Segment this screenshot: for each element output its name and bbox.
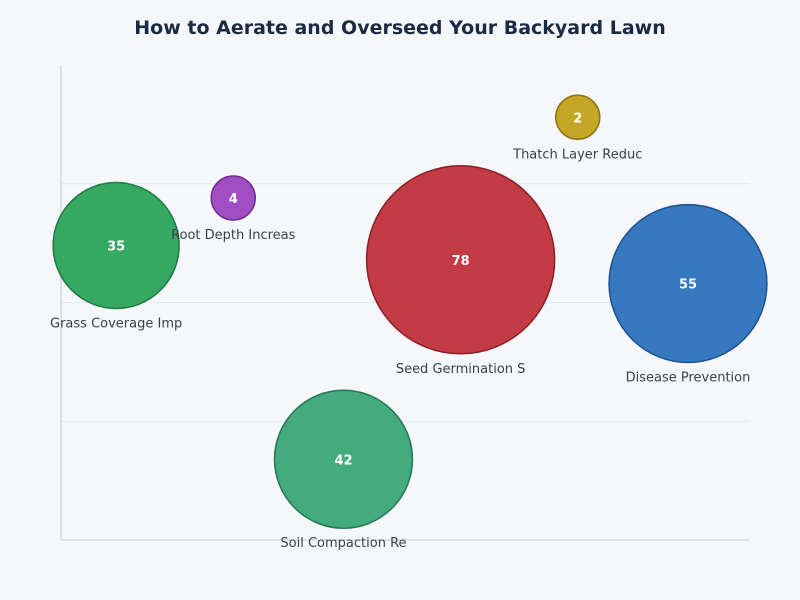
bubble-category-label: Disease Prevention — [626, 370, 751, 385]
bubble[interactable] — [365, 165, 556, 355]
bubble[interactable] — [555, 94, 601, 140]
bubble-category-label: Root Depth Increas — [171, 228, 296, 243]
bubble-value-label: 78 — [452, 254, 470, 269]
chart-title: How to Aerate and Overseed Your Backyard… — [134, 17, 665, 39]
bubble-category-label: Grass Coverage Imp — [50, 316, 182, 331]
bubbles: 35 Grass Coverage Imp 4 Root Depth Increas 2… — [50, 94, 768, 551]
bubble[interactable] — [608, 203, 768, 364]
bubble-value-label: 42 — [334, 453, 352, 468]
bubble-category-label: Seed Germination S — [396, 362, 526, 377]
bubble-value-label: 4 — [229, 192, 238, 207]
bubble-category-label: Thatch Layer Reduc — [512, 147, 642, 162]
bubble-value-label: 2 — [573, 111, 582, 126]
bubble[interactable] — [210, 175, 256, 221]
bubble[interactable] — [273, 389, 414, 529]
bubble[interactable] — [52, 181, 180, 310]
bubble-value-label: 35 — [107, 240, 125, 255]
bubble-value-label: 55 — [679, 278, 697, 293]
bubble-category-label: Soil Compaction Re — [280, 536, 406, 551]
